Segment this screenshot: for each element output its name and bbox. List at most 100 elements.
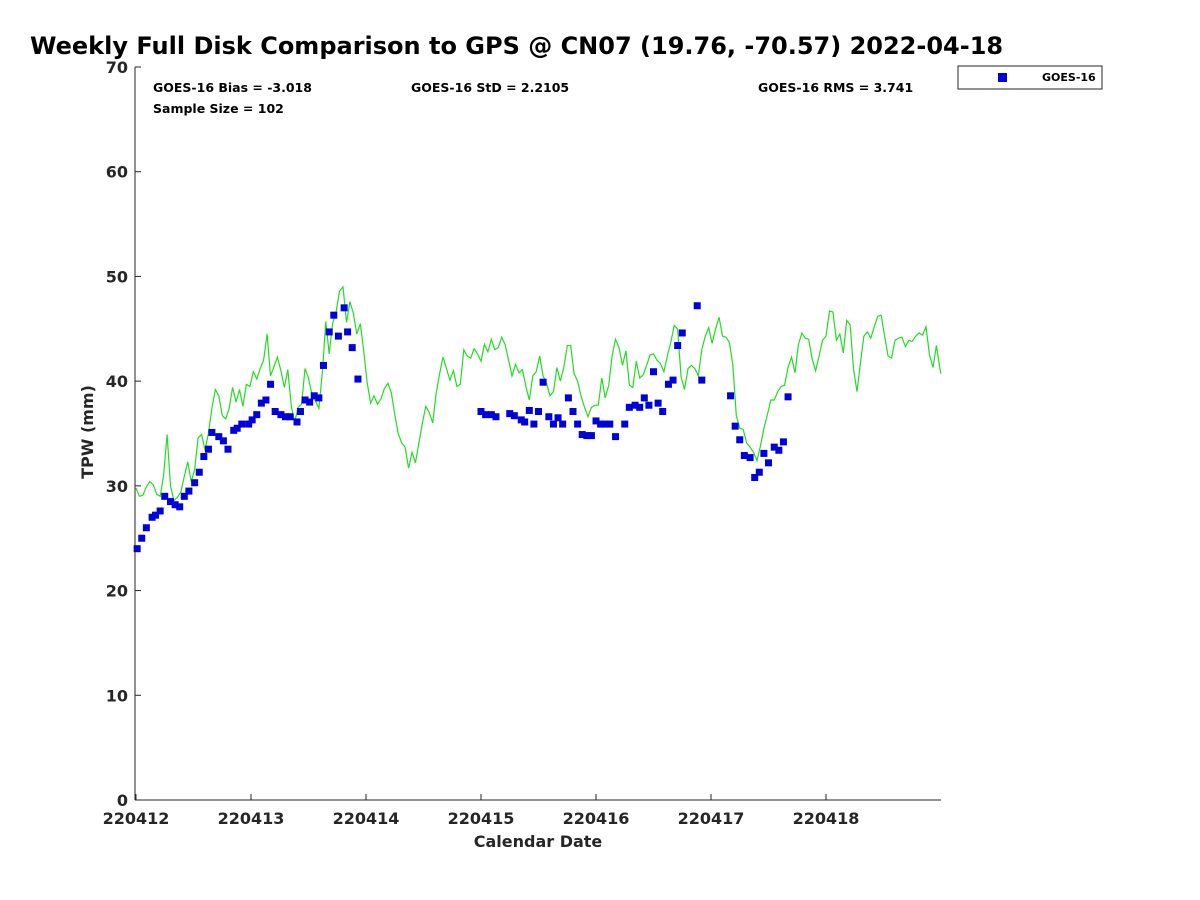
goes16-point — [195, 468, 203, 476]
goes16-point — [727, 392, 735, 400]
goes16-point — [592, 417, 600, 425]
goes16-point — [530, 420, 538, 428]
y-axis-ticks: 0 10 20 30 40 50 60 70 — [106, 58, 141, 810]
goes16-point — [664, 380, 672, 388]
goes16-point — [253, 411, 261, 419]
goes16-point — [293, 418, 301, 426]
goes16-point — [257, 399, 265, 407]
goes16-point — [487, 411, 495, 419]
goes16-point — [138, 534, 146, 542]
goes16-point — [775, 446, 783, 454]
goes16-point — [180, 492, 188, 500]
goes16-point — [601, 420, 609, 428]
legend-box — [957, 65, 1103, 90]
y-tick-label: 60 — [106, 163, 128, 182]
y-tick-label: 40 — [106, 372, 128, 391]
goes16-point — [574, 420, 582, 428]
goes16-point — [171, 501, 179, 509]
legend-marker-goes16 — [998, 73, 1007, 82]
goes16-point — [751, 473, 759, 481]
goes16-point — [208, 428, 216, 436]
goes16-point — [301, 396, 309, 404]
goes16-point — [650, 368, 657, 376]
x-tick-label: 220418 — [793, 809, 860, 828]
goes16-point — [746, 454, 754, 462]
goes16-point — [315, 394, 323, 402]
goes16-point — [674, 342, 682, 350]
goes16-point — [161, 492, 169, 500]
goes16-point — [659, 408, 667, 416]
goes16-point — [755, 468, 763, 476]
goes16-point — [545, 413, 553, 421]
y-tick-label: 50 — [106, 267, 128, 286]
goes16-point — [539, 378, 547, 386]
goes16-point — [612, 433, 620, 441]
goes16-point — [564, 394, 572, 402]
goes16-point — [636, 403, 644, 411]
y-tick-label: 70 — [106, 58, 128, 77]
goes16-point — [306, 398, 314, 406]
y-tick-label: 0 — [117, 791, 128, 810]
goes16-point — [277, 411, 285, 419]
goes16-point — [262, 396, 270, 404]
goes16-point — [233, 424, 241, 432]
goes16-point — [583, 432, 591, 440]
goes16-point — [698, 376, 706, 384]
rms-stat: GOES-16 RMS = 3.741 — [758, 80, 913, 95]
goes16-point — [354, 375, 362, 383]
goes16-point — [765, 459, 772, 467]
goes16-point — [510, 412, 518, 420]
goes16-point — [482, 411, 490, 419]
x-tick-label: 220415 — [448, 809, 515, 828]
legend-label-goes16: GOES-16 — [1042, 71, 1096, 84]
y-tick-label: 20 — [106, 582, 128, 601]
x-tick-label: 220413 — [218, 809, 285, 828]
goes16-point — [185, 487, 193, 495]
goes16-point — [559, 420, 567, 428]
goes16-point — [156, 507, 164, 515]
goes16-points-series — [133, 302, 792, 553]
goes16-point — [554, 414, 562, 422]
goes16-point — [549, 420, 557, 428]
x-tick-label: 220416 — [563, 809, 630, 828]
goes16-point — [296, 408, 304, 416]
goes16-point — [506, 410, 514, 418]
goes16-point — [325, 328, 333, 336]
y-tick-label: 30 — [106, 477, 128, 496]
goes16-point — [640, 394, 648, 402]
goes16-point — [770, 443, 778, 451]
goes16-point — [286, 413, 294, 421]
goes16-point — [578, 431, 586, 439]
goes16-point — [654, 399, 662, 407]
stats-annotations: GOES-16 Bias = -3.018 GOES-16 StD = 2.21… — [153, 80, 913, 116]
goes16-point — [669, 376, 677, 384]
bias-stat: GOES-16 Bias = -3.018 — [153, 80, 312, 95]
goes16-point — [625, 403, 633, 411]
reference-line — [135, 285, 942, 502]
goes16-point — [606, 420, 614, 428]
goes16-point — [224, 445, 232, 453]
goes16-point — [678, 329, 686, 337]
goes16-point — [740, 451, 748, 459]
goes16-point — [330, 311, 338, 319]
goes16-point — [204, 445, 212, 453]
goes16-point — [267, 380, 275, 388]
x-axis-ticks: 220412 220413 220414 220415 220416 220417 2204… — [103, 794, 860, 828]
y-tick-label: 10 — [106, 686, 128, 705]
goes16-point — [731, 422, 739, 430]
goes16-point — [525, 406, 533, 414]
goes16-point — [319, 361, 327, 369]
goes16-point — [271, 408, 279, 416]
goes16-point — [621, 420, 629, 428]
goes16-point — [310, 392, 318, 400]
std-stat: GOES-16 StD = 2.2105 — [411, 80, 569, 95]
x-tick-label: 220414 — [333, 809, 400, 828]
goes16-point — [245, 420, 253, 428]
goes16-point — [344, 328, 352, 336]
plot-area: 0 10 20 30 40 50 60 70 220412 220413 220414 220415… — [103, 58, 942, 828]
x-tick-label: 220412 — [103, 809, 170, 828]
goes16-point — [142, 524, 150, 532]
goes16-point — [693, 302, 701, 310]
goes16-point — [238, 420, 246, 428]
